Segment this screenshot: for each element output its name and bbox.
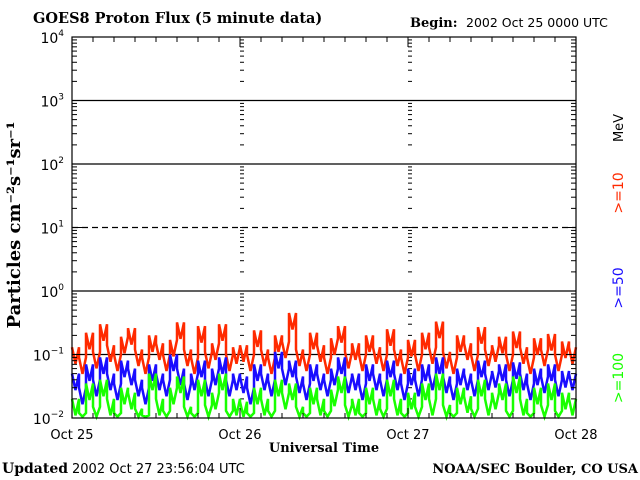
x-tick-label: Oct 25 xyxy=(50,428,93,443)
y-tick-label: 103 xyxy=(40,93,64,111)
y-tick-label: 10−1 xyxy=(33,347,64,365)
x-tick-label: Oct 26 xyxy=(218,428,261,443)
y-tick-label: 104 xyxy=(40,29,64,47)
legend-unit-mev: MeV xyxy=(612,114,627,142)
y-tick-label: 100 xyxy=(40,283,64,301)
series-line-1 xyxy=(70,351,578,405)
y-tick-label: 101 xyxy=(40,220,64,238)
series-line-2 xyxy=(70,373,578,421)
legend-series-2: >=100 xyxy=(611,353,627,403)
y-tick-label: 102 xyxy=(40,156,64,174)
series-line-0 xyxy=(70,312,578,375)
x-tick-label: Oct 27 xyxy=(386,428,429,443)
x-tick-label: Oct 28 xyxy=(554,428,597,443)
chart-title: GOES8 Proton Flux (5 minute data) xyxy=(33,10,322,27)
begin-value: 2002 Oct 25 0000 UTC xyxy=(466,15,608,30)
legend-series-0: >=10 xyxy=(611,172,627,213)
updated-label: Updated xyxy=(2,461,68,477)
y-tick-label: 10−2 xyxy=(33,410,64,428)
y-axis-label: Particles cm⁻²s⁻¹sr⁻¹ xyxy=(4,122,25,329)
x-axis-label: Universal Time xyxy=(269,441,379,456)
series-group xyxy=(70,312,578,421)
updated-value: 2002 Oct 27 23:56:04 UTC xyxy=(72,462,245,477)
source-credit: NOAA/SEC Boulder, CO USA xyxy=(432,462,639,477)
begin-label: Begin: xyxy=(410,16,458,31)
legend-series-1: >=50 xyxy=(611,267,627,308)
